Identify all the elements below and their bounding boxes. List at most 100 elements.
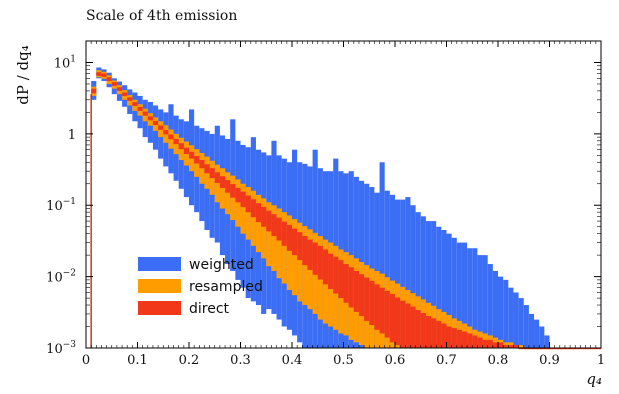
x-tick-label: 1 <box>597 353 605 368</box>
x-tick-label: 0.7 <box>436 353 457 368</box>
direct-bar <box>107 77 112 81</box>
direct-bar <box>143 112 148 116</box>
direct-bar <box>220 176 225 188</box>
direct-bar <box>307 240 312 270</box>
resampled-legend-swatch <box>138 279 181 293</box>
direct-bar <box>174 139 179 144</box>
direct-bar <box>426 316 431 348</box>
resampled-bar <box>230 176 235 220</box>
direct-bar <box>488 340 493 348</box>
direct-bar <box>436 321 441 348</box>
direct-bar <box>467 333 472 348</box>
direct-bar <box>251 199 256 217</box>
direct-bar <box>163 130 168 134</box>
direct-bar <box>452 328 457 348</box>
direct-bar <box>184 148 189 154</box>
direct-bar <box>385 291 390 338</box>
direct-bar <box>199 160 204 168</box>
direct-bar <box>457 330 462 348</box>
direct-bar <box>101 74 106 77</box>
direct-bar <box>282 222 287 246</box>
resampled-bar <box>220 168 225 208</box>
direct-bar <box>138 107 143 111</box>
direct-bar <box>122 92 127 95</box>
weighted-legend-label: weighted <box>189 257 254 273</box>
direct-bar <box>359 274 364 316</box>
direct-bar <box>266 211 271 232</box>
x-tick-label: 0.5 <box>333 353 354 368</box>
resampled-bar <box>246 187 251 240</box>
x-tick-label: 0 <box>82 353 90 368</box>
x-tick-label: 0.4 <box>282 353 303 368</box>
weighted-bar <box>498 277 503 348</box>
weighted-legend-swatch <box>138 257 181 271</box>
direct-bar <box>462 332 467 348</box>
direct-bar <box>215 172 220 183</box>
direct-bar <box>91 89 96 94</box>
direct-bar <box>323 249 328 284</box>
resampled-bar <box>199 153 204 184</box>
direct-bar <box>338 260 343 298</box>
direct-bar <box>369 281 374 325</box>
direct-bar <box>472 335 477 348</box>
weighted-bar <box>524 305 529 348</box>
direct-bar <box>292 229 297 255</box>
y-tick-label: 101 <box>54 54 76 71</box>
weighted-bar <box>544 335 549 348</box>
direct-bar <box>256 203 261 222</box>
y-tick-label: 10−1 <box>46 197 76 214</box>
x-tick-label: 0.8 <box>488 353 509 368</box>
resampled-legend-label: resampled <box>189 279 263 295</box>
legend: weighted resampled direct <box>138 257 263 317</box>
direct-bar <box>225 180 230 193</box>
direct-bar <box>179 143 184 149</box>
direct-bar <box>349 267 354 307</box>
direct-bar <box>431 318 436 348</box>
direct-bar <box>416 310 421 348</box>
direct-bar <box>194 156 199 163</box>
direct-bar <box>477 338 482 348</box>
direct-bar <box>148 116 153 120</box>
direct-bar <box>390 294 395 342</box>
resampled-bar <box>215 165 220 203</box>
direct-bar <box>297 232 302 260</box>
direct-bar <box>277 218 282 241</box>
direct-bar <box>261 207 266 227</box>
direct-bar <box>158 125 163 129</box>
weighted-bar <box>508 288 513 348</box>
direct-bar <box>498 342 503 348</box>
x-tick-label: 0.2 <box>179 353 200 368</box>
direct-bar <box>333 257 338 294</box>
weighted-bar <box>539 327 544 348</box>
y-tick-label: 10−2 <box>46 269 76 286</box>
x-axis-label: q₄ <box>586 370 602 388</box>
direct-bar <box>441 324 446 348</box>
y-tick-label: 1 <box>68 128 76 143</box>
weighted-bar <box>503 280 508 348</box>
direct-bar <box>447 327 452 348</box>
direct-bar <box>153 121 158 125</box>
direct-bar <box>318 246 323 280</box>
y-tick-label: 10−3 <box>46 340 76 357</box>
direct-bar <box>410 307 415 348</box>
direct-bar <box>313 243 318 275</box>
direct-bar <box>380 288 385 334</box>
direct-bar <box>189 152 194 159</box>
direct-bar <box>246 195 251 212</box>
weighted-bar <box>529 314 534 348</box>
direct-bar <box>328 254 333 289</box>
direct-bar <box>241 192 246 208</box>
direct-bar <box>483 340 488 348</box>
weighted-bar <box>513 292 518 348</box>
y-axis-label: dP / dq₄ <box>14 45 32 105</box>
direct-bar <box>374 284 379 329</box>
weighted-bar <box>534 320 539 348</box>
weighted-bar <box>519 298 524 348</box>
direct-bar <box>168 134 173 139</box>
direct-legend-label: direct <box>189 301 230 317</box>
direct-bar <box>302 236 307 265</box>
x-tick-label: 0.6 <box>385 353 406 368</box>
chart-title: Scale of 4th emission <box>86 8 237 24</box>
